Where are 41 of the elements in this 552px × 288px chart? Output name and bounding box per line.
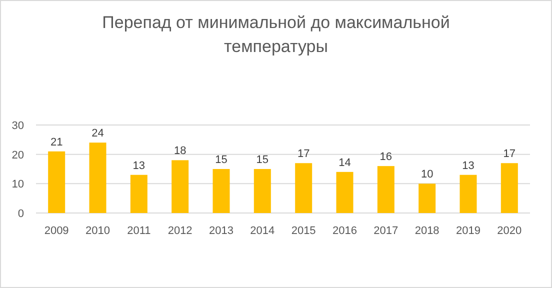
x-tick-label: 2018	[414, 225, 440, 237]
data-label: 24	[92, 128, 104, 140]
x-tick-label: 2016	[332, 225, 357, 237]
bar	[418, 184, 436, 213]
bar	[295, 163, 312, 213]
bar	[460, 174, 477, 213]
data-label: 15	[215, 154, 228, 166]
data-label: 15	[256, 154, 269, 166]
data-label: 17	[503, 148, 516, 160]
data-label: 13	[462, 160, 474, 172]
y-tick-label: 20	[12, 149, 24, 162]
data-label: 13	[132, 160, 146, 172]
bar	[500, 163, 518, 213]
x-tick-label: 2009	[44, 225, 69, 237]
data-label: 18	[174, 145, 186, 158]
data-label: 14	[338, 156, 351, 169]
chart-title: Перепад от минимальной до максимальной температуры	[102, 13, 450, 56]
data-label: 16	[380, 151, 392, 164]
bar	[48, 151, 66, 213]
bar	[254, 169, 271, 213]
data-label: 21	[50, 136, 63, 148]
y-tick-label: 10	[12, 178, 24, 191]
bar	[212, 169, 230, 213]
data-label: 10	[420, 168, 434, 181]
bar	[172, 160, 189, 213]
data-label: 17	[297, 148, 310, 160]
x-tick-label: 2012	[168, 225, 192, 237]
x-tick-label: 2019	[456, 225, 480, 237]
x-tick-label: 2020	[497, 225, 522, 237]
x-tick-label: 2014	[250, 225, 275, 237]
bar	[336, 172, 354, 213]
x-tick-label: 2011	[127, 225, 151, 237]
x-tick-label: 2013	[209, 225, 234, 237]
x-tick-label: 2017	[374, 225, 398, 237]
x-tick-label: 2015	[291, 225, 316, 237]
y-tick-label: 0	[18, 208, 24, 220]
y-tick-label: 30	[12, 120, 24, 132]
bar	[377, 166, 394, 213]
bar	[130, 174, 148, 213]
x-tick-label: 2010	[86, 225, 110, 237]
bar	[89, 142, 106, 213]
